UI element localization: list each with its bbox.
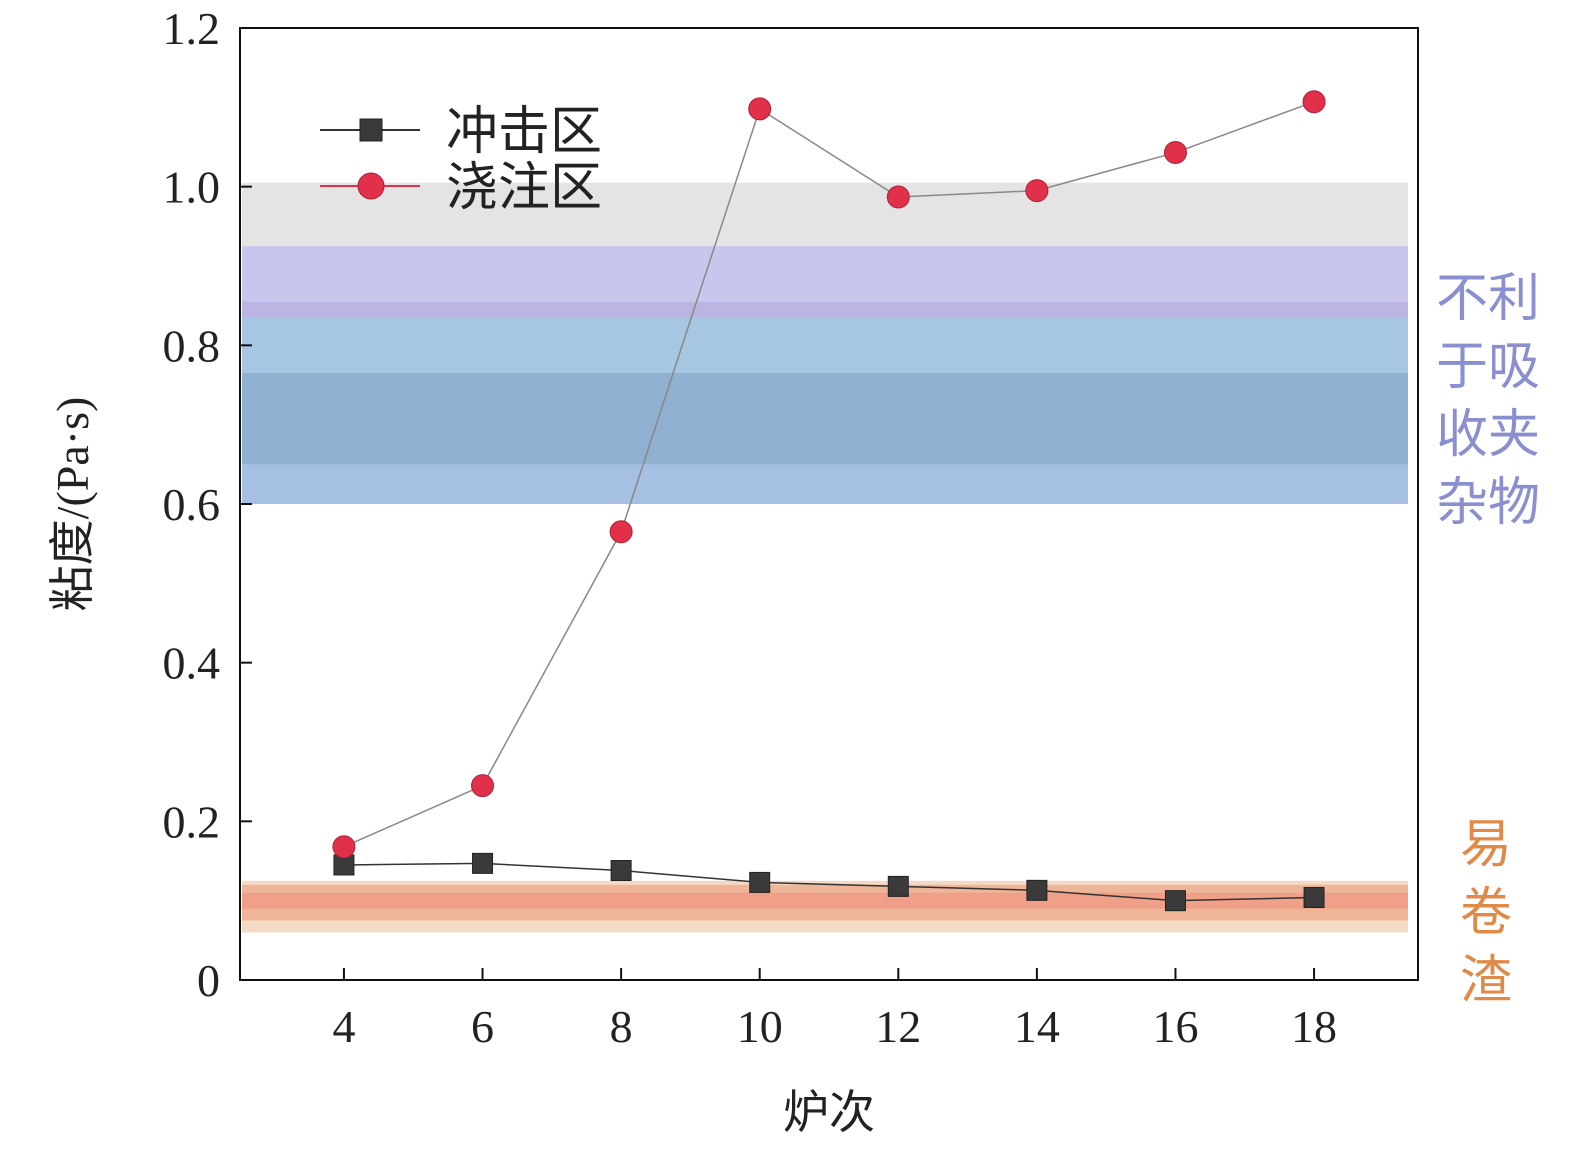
inclusion-band-label-line: 收夹 — [1436, 407, 1540, 464]
legend-label-2: 浇注区 — [446, 160, 602, 217]
series-line-1 — [343, 862, 1315, 902]
pouring-zone-point — [471, 774, 495, 798]
inclusion-band-label-line: 不利 — [1436, 271, 1540, 328]
x-tick-label: 8 — [610, 1001, 633, 1052]
x-axis: 4 6 8 10 12 14 16 18 — [332, 968, 1337, 1052]
x-tick-label: 16 — [1152, 1001, 1198, 1052]
series-layer — [332, 90, 1326, 912]
background-bands — [242, 182, 1408, 933]
inclusion-band-label-line: 杂物 — [1436, 475, 1540, 532]
pouring-zone-point — [1302, 90, 1326, 114]
series-line-2 — [343, 101, 1315, 848]
slag-band-label-line: 渣 — [1460, 953, 1512, 1010]
y-tick-label: 1.2 — [163, 3, 221, 54]
x-tick-label: 4 — [332, 1001, 355, 1052]
slag-band-layer-3 — [242, 892, 1408, 909]
impact-zone-point — [887, 875, 909, 897]
inclusion-band-label-line: 于吸 — [1436, 339, 1540, 396]
y-tick-label: 0.4 — [163, 638, 221, 689]
slag-band-label-line: 卷 — [1460, 885, 1512, 942]
impact-zone-point — [749, 871, 771, 893]
plot-frame — [239, 27, 1419, 981]
pouring-zone-point — [886, 185, 910, 209]
slag-band-label-line: 易 — [1460, 817, 1512, 874]
pouring-zone-point — [1163, 141, 1187, 165]
legend-marker-square — [359, 118, 383, 142]
x-tick-label: 10 — [737, 1001, 783, 1052]
legend-label-1: 冲击区 — [446, 104, 602, 161]
inclusion-band-layer-5 — [242, 373, 1408, 465]
pouring-zone-point — [332, 835, 356, 859]
x-tick-label: 18 — [1291, 1001, 1337, 1052]
y-tick-label: 0.8 — [163, 320, 221, 371]
legend-marker-circle — [357, 172, 385, 200]
pouring-zone-point — [1025, 179, 1049, 203]
y-tick-label: 0 — [197, 955, 220, 1006]
impact-zone-point — [472, 852, 494, 874]
x-tick-label: 12 — [875, 1001, 921, 1052]
impact-zone-point — [610, 860, 632, 882]
impact-zone-point — [1303, 886, 1325, 908]
pouring-zone-point — [748, 97, 772, 121]
x-tick-label: 14 — [1014, 1001, 1060, 1052]
inclusion-band-layer-6 — [242, 464, 1408, 504]
y-axis: 0 0.2 0.4 0.6 0.8 1.0 1.2 — [163, 3, 252, 1006]
impact-zone-point — [1026, 879, 1048, 901]
y-axis-label: 粘度/(Pa·s) — [47, 397, 98, 612]
y-tick-label: 0.6 — [163, 479, 221, 530]
y-tick-label: 1.0 — [163, 162, 221, 213]
impact-zone-point — [1164, 890, 1186, 912]
x-axis-label: 炉次 — [783, 1087, 875, 1138]
x-tick-label: 6 — [471, 1001, 494, 1052]
pouring-zone-point — [609, 520, 633, 544]
y-tick-label: 0.2 — [163, 796, 221, 847]
